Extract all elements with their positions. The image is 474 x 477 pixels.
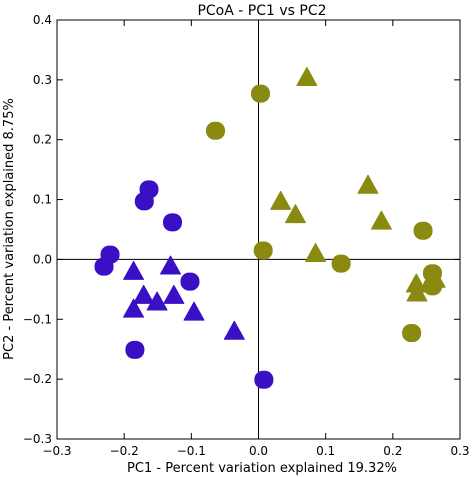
scatter-point-triangle: [163, 284, 185, 304]
scatter-point-triangle: [296, 67, 318, 86]
y-axis-label: PC2 - Percent variation explained 8.75%: [2, 98, 17, 360]
x-tick-label: −0.3: [42, 444, 71, 458]
scatter-point-triangle: [305, 242, 327, 262]
x-tick-label: 0.2: [383, 444, 402, 458]
chart-title: PCoA - PC1 vs PC2: [197, 3, 326, 19]
y-tick-label: −0.2: [23, 372, 52, 386]
scatter-point-circle: [163, 213, 183, 232]
scatter-point-triangle: [160, 255, 182, 275]
scatter-point-triangle: [270, 190, 292, 210]
scatter-point-triangle: [223, 320, 245, 340]
scatter-point-triangle: [133, 284, 155, 304]
y-tick-label: 0.0: [33, 252, 52, 266]
scatter-point-circle: [94, 257, 114, 276]
y-tick-label: −0.1: [23, 312, 52, 326]
y-tick-label: 0.2: [33, 133, 52, 147]
scatter-point-circle: [125, 340, 145, 359]
scatter-point-circle: [254, 370, 274, 389]
x-axis-ticks: −0.3 −0.2 −0.1 0.0 0.1 0.2 0.3: [42, 20, 470, 458]
y-tick-label: −0.3: [23, 432, 52, 446]
scatter-point-circle: [413, 221, 433, 240]
y-tick-label: 0.4: [33, 13, 52, 27]
scatter-point-triangle: [424, 268, 446, 288]
scatter-point-triangle: [370, 210, 392, 230]
x-tick-label: 0.0: [249, 444, 268, 458]
y-tick-label: 0.1: [33, 193, 52, 207]
x-tick-label: −0.2: [110, 444, 139, 458]
scatter-point-circle: [331, 254, 351, 273]
scatter-point-circle: [251, 84, 271, 103]
x-axis-label: PC1 - Percent variation explained 19.32%: [127, 461, 397, 476]
scatter-point-triangle: [123, 298, 145, 318]
scatter-point-triangle: [123, 260, 145, 280]
x-tick-label: 0.1: [316, 444, 335, 458]
scatter-point-circle: [402, 324, 422, 343]
scatter-point-triangle: [146, 291, 168, 311]
scatter-point-triangle: [183, 301, 205, 321]
scatter-point-circle: [180, 272, 200, 291]
scatter-point-circle: [253, 241, 273, 260]
x-tick-label: −0.1: [177, 444, 206, 458]
y-tick-label: 0.3: [33, 73, 52, 87]
scatter-point-triangle: [406, 282, 428, 302]
scatter-point-circle: [134, 192, 154, 211]
scatter-point-triangle: [284, 204, 306, 224]
scatter-point-triangle: [357, 174, 379, 194]
y-axis-ticks: −0.3 −0.2 −0.1 0.0 0.1 0.2 0.3 0.4: [23, 13, 460, 446]
scatter-point-circle: [206, 121, 226, 140]
data-points: [94, 67, 446, 389]
x-tick-label: 0.3: [450, 444, 469, 458]
